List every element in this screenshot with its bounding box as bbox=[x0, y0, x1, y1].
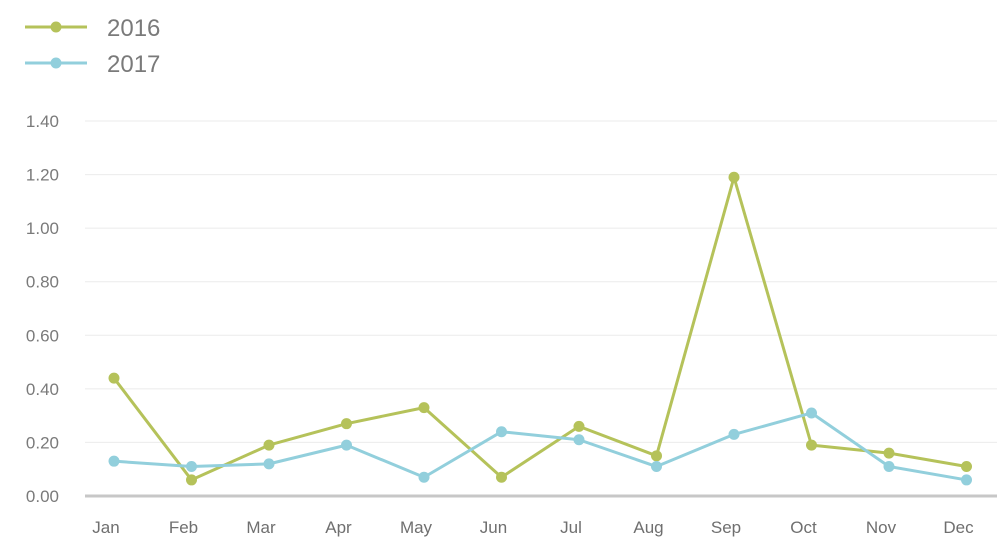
data-point-2016 bbox=[961, 461, 972, 473]
x-tick-label: Jun bbox=[480, 518, 507, 537]
y-tick-label: 0.40 bbox=[26, 380, 59, 399]
series-line-2017 bbox=[112, 411, 968, 482]
chart-legend: 2016 2017 bbox=[25, 15, 160, 78]
x-tick-label: May bbox=[400, 518, 433, 537]
legend-label-2017: 2017 bbox=[107, 51, 160, 78]
x-tick-label: Feb bbox=[169, 518, 198, 537]
data-point-2016 bbox=[806, 439, 817, 451]
data-point-2016 bbox=[418, 402, 430, 414]
data-point-2016 bbox=[341, 418, 352, 430]
x-tick-label: Dec bbox=[943, 518, 974, 537]
data-point-2016 bbox=[728, 171, 740, 183]
series-layer bbox=[108, 171, 972, 486]
data-point-2017 bbox=[883, 461, 895, 473]
y-tick-label: 1.00 bbox=[26, 219, 59, 238]
data-point-2016 bbox=[496, 471, 507, 483]
data-point-2017 bbox=[108, 455, 120, 467]
y-axis: 0.00 0.20 0.40 0.60 0.80 1.00 1.20 1.40 bbox=[26, 112, 59, 506]
x-tick-label: Nov bbox=[866, 518, 897, 537]
data-point-2017 bbox=[418, 471, 430, 483]
y-tick-label: 0.00 bbox=[26, 487, 59, 506]
data-point-2017 bbox=[573, 434, 585, 446]
data-point-2016 bbox=[186, 474, 197, 486]
x-axis: Jan Feb Mar Apr May Jun Jul Aug Sep Oct Nov Dec bbox=[92, 518, 974, 537]
data-point-2017 bbox=[961, 474, 972, 486]
x-tick-label: Mar bbox=[246, 518, 276, 537]
x-tick-label: Aug bbox=[633, 518, 663, 537]
data-point-2016 bbox=[651, 450, 662, 462]
data-point-2016 bbox=[263, 439, 275, 451]
y-tick-label: 0.80 bbox=[26, 273, 59, 292]
x-tick-label: Jan bbox=[92, 518, 119, 537]
data-point-2016 bbox=[573, 420, 585, 432]
legend-marker-2017 bbox=[50, 57, 62, 69]
data-point-2016 bbox=[108, 372, 120, 384]
grid-lines bbox=[85, 120, 997, 498]
y-tick-label: 1.40 bbox=[26, 112, 59, 131]
x-tick-label: Jul bbox=[560, 518, 582, 537]
data-point-2017 bbox=[263, 458, 275, 470]
data-point-2017 bbox=[186, 461, 197, 473]
x-tick-label: Oct bbox=[790, 518, 817, 537]
data-point-2017 bbox=[806, 407, 817, 419]
y-tick-label: 0.20 bbox=[26, 433, 59, 452]
y-tick-label: 1.20 bbox=[26, 166, 59, 185]
data-point-2017 bbox=[341, 439, 352, 451]
y-tick-label: 0.60 bbox=[26, 326, 59, 345]
data-point-2017 bbox=[651, 461, 662, 473]
x-tick-label: Apr bbox=[325, 518, 352, 537]
data-point-2017 bbox=[728, 428, 740, 440]
legend-marker-2016 bbox=[50, 21, 62, 33]
series-line-2016 bbox=[112, 175, 968, 482]
data-point-2016 bbox=[883, 447, 895, 459]
x-tick-label: Sep bbox=[711, 518, 741, 537]
legend-label-2016: 2016 bbox=[107, 15, 160, 42]
data-point-2017 bbox=[496, 426, 507, 438]
